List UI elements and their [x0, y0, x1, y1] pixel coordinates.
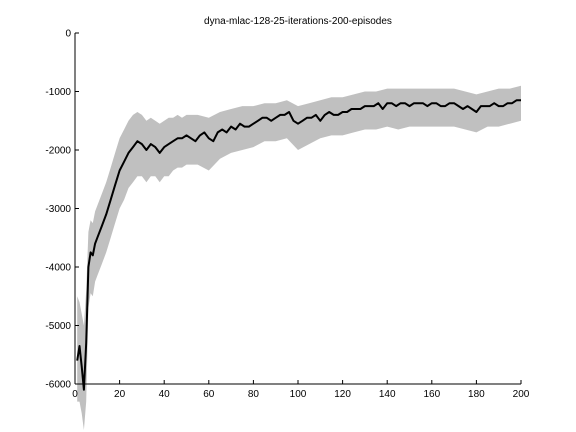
- x-tick-label: 160: [423, 389, 440, 400]
- mean-line: [76, 99, 521, 391]
- x-tick-label: 40: [159, 389, 171, 400]
- y-tick-label: -3000: [45, 204, 71, 215]
- x-tick-label: 140: [379, 389, 396, 400]
- y-tick-label: -4000: [45, 263, 71, 274]
- x-tick-label: 100: [290, 389, 307, 400]
- y-axis-ticks: 0 -1000 -2000 -3000 -4000 -5000 -6000: [45, 29, 79, 391]
- x-tick-label: 200: [513, 389, 530, 400]
- x-tick-label: 60: [203, 389, 215, 400]
- confidence-band: [77, 85, 521, 430]
- y-tick-label: -1000: [45, 87, 71, 98]
- axes: [74, 33, 521, 385]
- mean-line-layer: [76, 99, 521, 391]
- y-tick-label: -5000: [45, 321, 71, 332]
- confidence-band-layer: [77, 85, 521, 430]
- x-tick-label: 20: [114, 389, 126, 400]
- chart-title: dyna-mlac-128-25-iterations-200-episodes: [204, 16, 392, 27]
- y-tick-label: 0: [65, 29, 71, 40]
- x-tick-label: 80: [248, 389, 260, 400]
- x-axis-ticks: 0 20 40 60 80 100 120 140 160 180 200: [72, 380, 530, 400]
- x-tick-label: 120: [334, 389, 351, 400]
- y-tick-label: -2000: [45, 146, 71, 157]
- x-tick-label: 0: [72, 389, 78, 400]
- x-tick-label: 180: [468, 389, 485, 400]
- y-tick-label: -6000: [45, 380, 71, 391]
